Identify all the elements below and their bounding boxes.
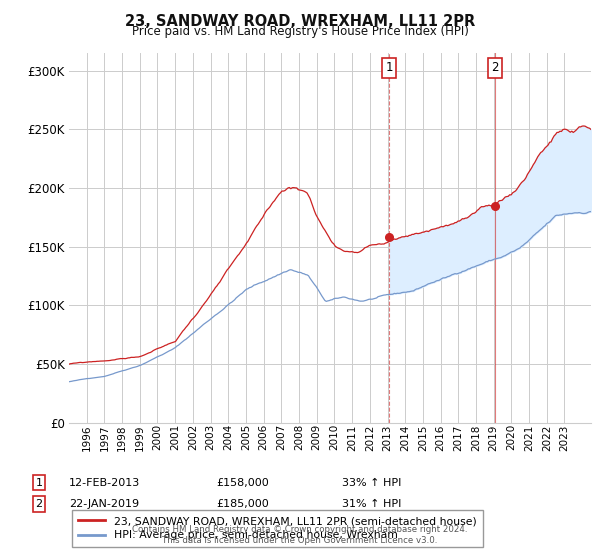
Text: 22-JAN-2019: 22-JAN-2019 (69, 499, 139, 509)
Text: 12-FEB-2013: 12-FEB-2013 (69, 478, 140, 488)
Text: Contains HM Land Registry data © Crown copyright and database right 2024.: Contains HM Land Registry data © Crown c… (132, 525, 468, 534)
Text: £158,000: £158,000 (216, 478, 269, 488)
Text: 31% ↑ HPI: 31% ↑ HPI (342, 499, 401, 509)
Text: This data is licensed under the Open Government Licence v3.0.: This data is licensed under the Open Gov… (163, 536, 437, 545)
Text: 1: 1 (35, 478, 43, 488)
Text: Price paid vs. HM Land Registry's House Price Index (HPI): Price paid vs. HM Land Registry's House … (131, 25, 469, 38)
Legend: 23, SANDWAY ROAD, WREXHAM, LL11 2PR (semi-detached house), HPI: Average price, s: 23, SANDWAY ROAD, WREXHAM, LL11 2PR (sem… (72, 510, 484, 547)
Text: 2: 2 (35, 499, 43, 509)
Text: £185,000: £185,000 (216, 499, 269, 509)
Text: 33% ↑ HPI: 33% ↑ HPI (342, 478, 401, 488)
Text: 2: 2 (491, 62, 499, 74)
Text: 23, SANDWAY ROAD, WREXHAM, LL11 2PR: 23, SANDWAY ROAD, WREXHAM, LL11 2PR (125, 14, 475, 29)
Text: 1: 1 (386, 62, 393, 74)
